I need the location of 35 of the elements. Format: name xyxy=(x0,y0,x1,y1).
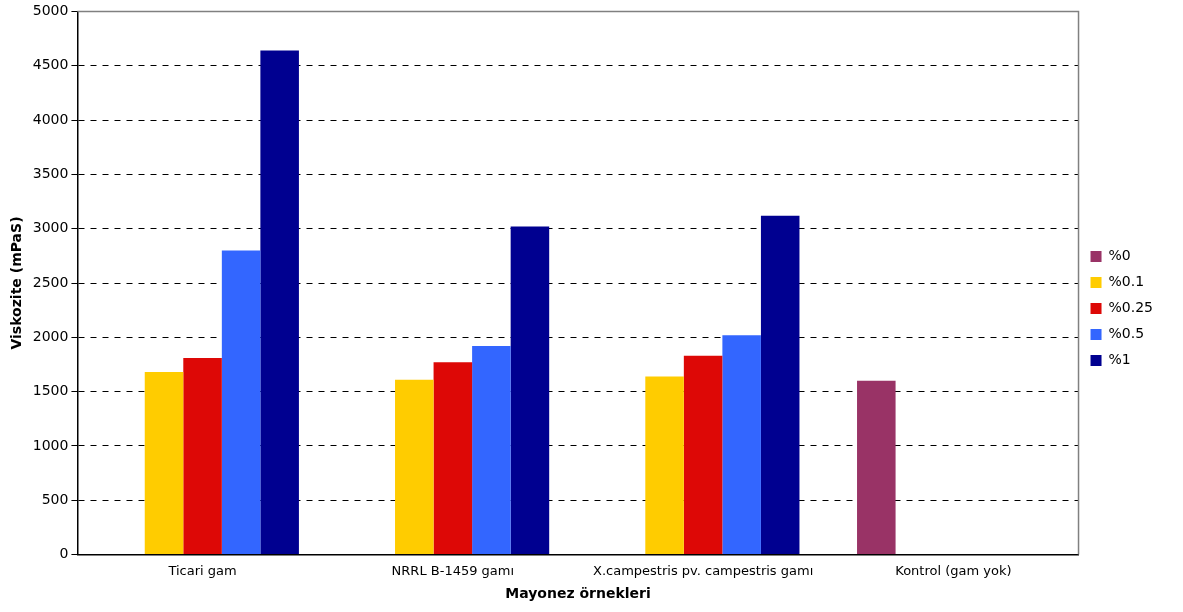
bar xyxy=(510,226,550,555)
bar xyxy=(221,250,261,555)
legend-label: %0.5 xyxy=(1108,325,1145,342)
bar xyxy=(683,355,723,555)
legend-label: %0 xyxy=(1108,247,1131,264)
bar xyxy=(722,335,761,555)
bar xyxy=(260,50,299,555)
y-tick-label: 0 xyxy=(59,545,69,562)
y-tick-label: 5000 xyxy=(32,2,69,19)
legend-label: %0.25 xyxy=(1108,299,1154,316)
y-tick-label: 3000 xyxy=(32,219,69,236)
y-tick-label: 3500 xyxy=(32,165,69,181)
x-tick-label: NRRL B-1459 gamı xyxy=(391,562,515,578)
y-axis-title: Viskozite (mPaS) xyxy=(8,216,25,350)
y-tick-label: 1000 xyxy=(32,436,69,453)
bar xyxy=(395,379,434,555)
bar xyxy=(857,380,896,555)
bar xyxy=(183,357,222,555)
bar xyxy=(433,362,473,555)
y-tick-label: 4000 xyxy=(32,110,69,127)
y-tick-label: 2500 xyxy=(32,273,69,290)
bar xyxy=(645,376,684,555)
bar xyxy=(472,346,511,555)
y-tick-label: 4500 xyxy=(32,56,69,73)
x-tick-label: Ticari gam xyxy=(167,562,237,578)
y-tick-label: 1500 xyxy=(32,382,69,399)
x-tick-label: X.campestris pv. campestris gamı xyxy=(592,562,814,578)
legend-label: %0.1 xyxy=(1108,273,1145,290)
bar xyxy=(760,215,800,555)
y-tick-label: 500 xyxy=(41,490,69,507)
x-axis-title: Mayonez örnekleri xyxy=(505,585,651,602)
y-tick-label: 2000 xyxy=(32,327,69,344)
legend-label: %1 xyxy=(1108,351,1131,368)
bar xyxy=(144,372,184,555)
x-tick-label: Kontrol (gam yok) xyxy=(895,562,1012,578)
